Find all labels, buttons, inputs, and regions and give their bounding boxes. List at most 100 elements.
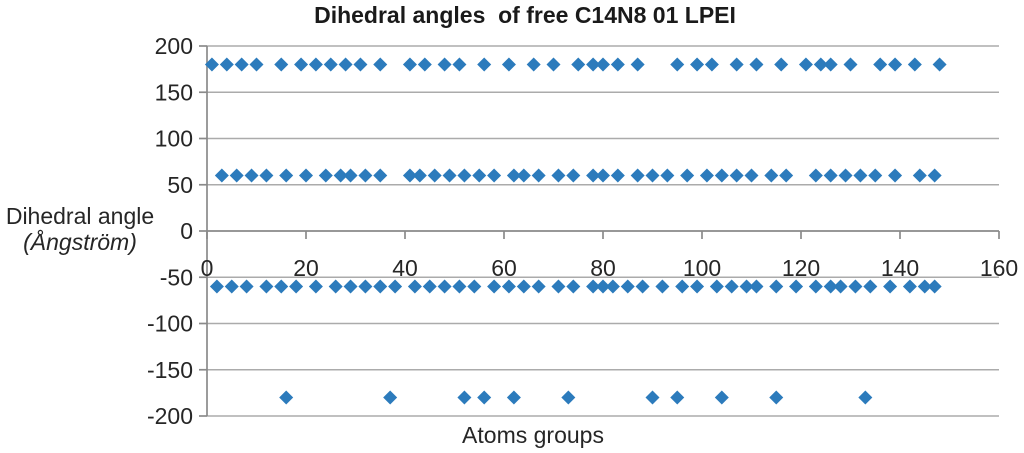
y-tick-label: -150 bbox=[147, 357, 193, 383]
chart-title: Dihedral angles of free C14N8 01 LPEI bbox=[314, 2, 736, 28]
y-tick-label: 50 bbox=[167, 172, 193, 198]
data-point bbox=[932, 57, 947, 72]
data-point bbox=[249, 57, 264, 72]
data-point bbox=[551, 168, 566, 183]
data-point bbox=[917, 279, 932, 294]
data-point bbox=[328, 279, 343, 294]
data-point bbox=[704, 57, 719, 72]
data-point bbox=[457, 390, 472, 405]
data-point bbox=[472, 168, 487, 183]
data-point bbox=[561, 390, 576, 405]
data-point bbox=[422, 279, 437, 294]
y-tick-label: -200 bbox=[147, 403, 193, 429]
data-point bbox=[927, 279, 942, 294]
data-point bbox=[279, 390, 294, 405]
data-point bbox=[774, 57, 789, 72]
data-point bbox=[670, 57, 685, 72]
data-point bbox=[714, 390, 729, 405]
data-point bbox=[808, 168, 823, 183]
y-tick-label: 150 bbox=[155, 79, 193, 105]
data-point bbox=[566, 279, 581, 294]
data-point bbox=[724, 279, 739, 294]
data-point bbox=[219, 57, 234, 72]
data-point bbox=[769, 390, 784, 405]
data-point bbox=[373, 168, 388, 183]
data-point bbox=[516, 168, 531, 183]
data-point bbox=[402, 57, 417, 72]
x-tick-label: 120 bbox=[782, 255, 820, 281]
data-point bbox=[308, 57, 323, 72]
data-point bbox=[630, 57, 645, 72]
data-point bbox=[467, 279, 482, 294]
y-tick-label: -50 bbox=[160, 264, 193, 290]
data-point bbox=[843, 57, 858, 72]
data-point bbox=[373, 57, 388, 72]
data-point bbox=[858, 390, 873, 405]
data-point bbox=[452, 279, 467, 294]
data-point bbox=[635, 279, 650, 294]
x-tick-label: 0 bbox=[201, 255, 214, 281]
data-point bbox=[358, 168, 373, 183]
data-point bbox=[259, 168, 274, 183]
data-point bbox=[358, 279, 373, 294]
x-tick-label: 140 bbox=[881, 255, 919, 281]
data-point bbox=[655, 279, 670, 294]
data-point bbox=[605, 279, 620, 294]
data-point bbox=[551, 279, 566, 294]
data-point bbox=[526, 57, 541, 72]
data-point bbox=[838, 168, 853, 183]
data-point bbox=[333, 168, 348, 183]
data-point bbox=[402, 168, 417, 183]
data-point bbox=[289, 279, 304, 294]
data-point bbox=[442, 168, 457, 183]
data-point bbox=[274, 57, 289, 72]
data-point bbox=[279, 168, 294, 183]
data-point bbox=[417, 57, 432, 72]
data-point bbox=[912, 168, 927, 183]
y-axis-title-line1: Dihedral angle bbox=[5, 203, 155, 229]
data-point bbox=[209, 279, 224, 294]
data-point bbox=[690, 57, 705, 72]
data-point bbox=[873, 57, 888, 72]
data-point bbox=[680, 168, 695, 183]
data-point bbox=[868, 168, 883, 183]
data-point bbox=[308, 279, 323, 294]
data-point bbox=[769, 279, 784, 294]
data-point bbox=[670, 390, 685, 405]
x-tick-label: 100 bbox=[683, 255, 721, 281]
data-point bbox=[848, 279, 863, 294]
data-point bbox=[620, 279, 635, 294]
data-point bbox=[808, 279, 823, 294]
data-point bbox=[596, 57, 610, 72]
data-point bbox=[383, 390, 398, 405]
data-point bbox=[477, 57, 492, 72]
data-point bbox=[660, 168, 675, 183]
data-point bbox=[823, 279, 838, 294]
x-tick-label: 20 bbox=[293, 255, 319, 281]
data-point bbox=[927, 168, 942, 183]
data-point bbox=[586, 168, 601, 183]
data-point bbox=[224, 279, 239, 294]
data-point bbox=[506, 390, 521, 405]
data-point bbox=[477, 390, 492, 405]
data-point bbox=[610, 57, 625, 72]
data-point bbox=[546, 57, 561, 72]
data-point bbox=[437, 57, 452, 72]
data-point bbox=[779, 168, 794, 183]
data-point bbox=[323, 57, 338, 72]
data-point bbox=[714, 168, 729, 183]
data-point bbox=[813, 57, 828, 72]
data-point bbox=[566, 168, 581, 183]
data-point bbox=[798, 57, 813, 72]
data-point bbox=[907, 57, 922, 72]
data-point bbox=[699, 168, 714, 183]
data-point bbox=[675, 279, 690, 294]
data-point bbox=[833, 279, 848, 294]
data-point bbox=[739, 279, 754, 294]
y-axis-title-line2: (Ångström) bbox=[23, 229, 137, 255]
data-point bbox=[501, 57, 516, 72]
data-point bbox=[229, 168, 244, 183]
x-tick-label: 160 bbox=[980, 255, 1018, 281]
data-point bbox=[729, 57, 744, 72]
data-point bbox=[744, 168, 759, 183]
